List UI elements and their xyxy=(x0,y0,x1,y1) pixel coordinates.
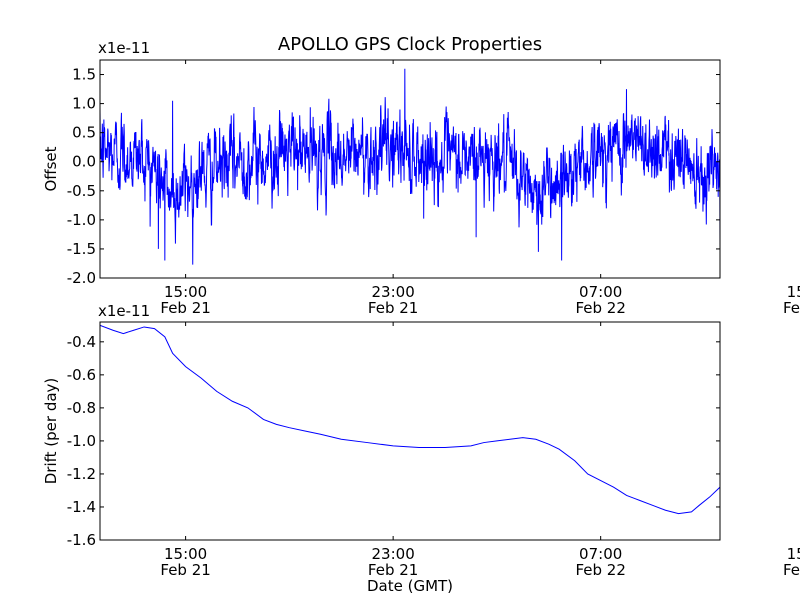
offset-xtick-time: 15:00 xyxy=(164,283,207,301)
offset-ytick-label: 0.5 xyxy=(72,124,96,142)
drift-ylabel: Drift (per day) xyxy=(42,378,60,485)
drift-series-line xyxy=(100,324,720,515)
drift-ytick-label: -1.0 xyxy=(67,432,96,450)
x-axis-label: Date (GMT) xyxy=(367,577,453,595)
drift-xtick-time: 15:00 xyxy=(164,545,207,563)
offset-xtick-date: Feb 21 xyxy=(368,299,418,317)
offset-ytick-label: -1.5 xyxy=(67,240,96,258)
offset-xtick-date: Feb 22 xyxy=(783,299,800,317)
drift-multiplier: x1e-11 xyxy=(98,302,150,320)
drift-ytick-label: -1.6 xyxy=(67,531,96,549)
offset-panel: x1e-11 Offset 1.5 1.0 0.5 0.0 -0.5 -1.0 -1.5 -2… xyxy=(42,39,800,317)
offset-series-line xyxy=(100,68,720,265)
drift-panel: x1e-11 Drift (per day) -0.4 -0.6 -0.8 -1.0 -… xyxy=(42,302,800,579)
drift-xtick-time: 15:00 xyxy=(787,545,800,563)
drift-ytick-label: -0.6 xyxy=(67,366,96,384)
offset-xtick-time: 15:00 xyxy=(787,283,800,301)
drift-ytick-label: -0.8 xyxy=(67,399,96,417)
drift-ytick-label: -1.4 xyxy=(67,498,96,516)
offset-ytick-label: 1.5 xyxy=(72,66,96,84)
drift-xtick-date: Feb 21 xyxy=(368,561,418,579)
drift-xtick-date: Feb 22 xyxy=(575,561,625,579)
drift-xtick-date: Feb 21 xyxy=(160,561,210,579)
drift-ytick-label: -1.2 xyxy=(67,465,96,483)
offset-ytick-label: -1.0 xyxy=(67,211,96,229)
drift-xtick-date: Feb 22 xyxy=(783,561,800,579)
offset-ylabel: Offset xyxy=(42,146,60,191)
drift-ytick-label: -0.4 xyxy=(67,333,96,351)
offset-ytick-label: -2.0 xyxy=(67,269,96,287)
offset-xtick-date: Feb 21 xyxy=(160,299,210,317)
offset-xtick-time: 23:00 xyxy=(372,283,415,301)
drift-axes-frame xyxy=(99,321,721,541)
offset-ytick-label: 0.0 xyxy=(72,153,96,171)
offset-multiplier: x1e-11 xyxy=(98,39,150,57)
offset-ytick-label: -0.5 xyxy=(67,182,96,200)
offset-ytick-label: 1.0 xyxy=(72,95,96,113)
chart-title: APOLLO GPS Clock Properties xyxy=(278,34,542,55)
offset-xtick-date: Feb 22 xyxy=(575,299,625,317)
offset-axes-frame xyxy=(99,59,721,279)
offset-xtick-time: 07:00 xyxy=(579,283,622,301)
drift-xtick-time: 23:00 xyxy=(372,545,415,563)
drift-xtick-time: 07:00 xyxy=(579,545,622,563)
